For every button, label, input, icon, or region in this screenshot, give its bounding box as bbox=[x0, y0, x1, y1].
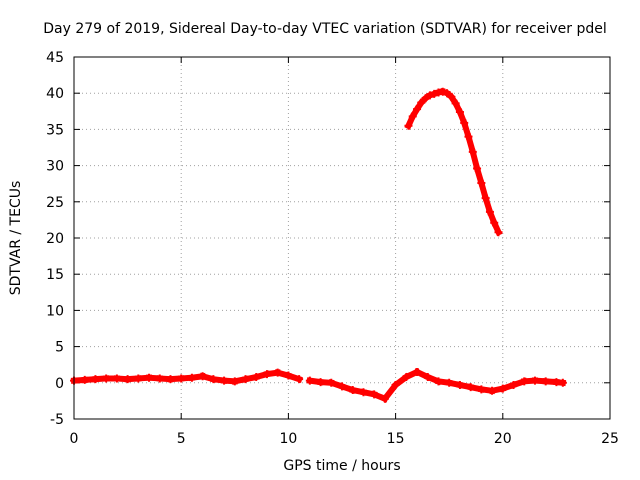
x-axis-label: GPS time / hours bbox=[283, 458, 400, 474]
x-tick-label: 5 bbox=[177, 431, 186, 447]
x-tick-label: 25 bbox=[601, 431, 619, 447]
y-tick-label: 45 bbox=[46, 50, 64, 66]
x-tick-label: 20 bbox=[494, 431, 512, 447]
y-tick-label: 20 bbox=[46, 231, 64, 247]
y-tick-label: 35 bbox=[46, 122, 64, 138]
plot-frame bbox=[73, 56, 611, 420]
series-2 bbox=[404, 87, 503, 237]
data-points bbox=[70, 87, 567, 403]
data-point bbox=[558, 378, 567, 387]
y-tick-label: 25 bbox=[46, 195, 64, 211]
series-1 bbox=[305, 367, 567, 403]
y-tick-label: 10 bbox=[46, 303, 64, 319]
y-tick-label: 30 bbox=[46, 159, 64, 175]
chart-title: Day 279 of 2019, Sidereal Day-to-day VTE… bbox=[43, 21, 607, 37]
y-axis-label: SDTVAR / TECUs bbox=[8, 181, 24, 296]
y-tick-label: 40 bbox=[46, 86, 64, 102]
tick-labels: 0 5 10 15 20 25 -5 0 5 10 15 20 25 30 35 40 45 bbox=[46, 50, 619, 447]
data-point bbox=[494, 228, 503, 237]
x-tick-label: 0 bbox=[70, 431, 79, 447]
y-tick-label: 15 bbox=[46, 267, 64, 283]
y-tick-label: 0 bbox=[55, 376, 64, 392]
grid-lines bbox=[74, 57, 610, 419]
series-0 bbox=[70, 368, 304, 386]
x-tick-label: 10 bbox=[279, 431, 297, 447]
data-point bbox=[295, 375, 304, 384]
x-tick-label: 15 bbox=[387, 431, 405, 447]
y-tick-label: 5 bbox=[55, 340, 64, 356]
y-tick-label: -5 bbox=[50, 412, 64, 428]
